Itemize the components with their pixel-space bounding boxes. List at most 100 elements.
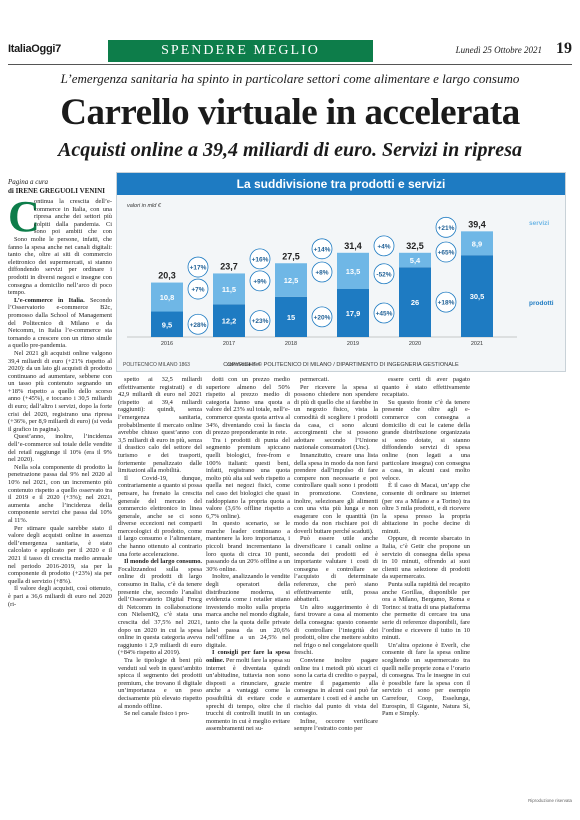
byline-label: Pagina a cura xyxy=(8,178,49,186)
total-label: 27,5 xyxy=(282,251,300,261)
legend-servizi: servizi xyxy=(529,220,549,227)
byline-author: di IRENE GREGUOLI VENINI xyxy=(8,187,105,195)
paragraph: Quest’anno, inoltre, l’incidenza dell’e-… xyxy=(8,433,112,464)
x-tick-label: 2016 xyxy=(161,341,173,347)
value-label-prodotti: 17,9 xyxy=(346,309,361,318)
growth-prodotti-circle xyxy=(187,313,209,335)
paragraph: Tra le tipologie di beni più venduti sul… xyxy=(118,656,202,710)
growth-totale-circle xyxy=(249,248,271,270)
paragraph: Se nel canale fisico i pro- xyxy=(124,710,190,718)
growth-totale-label: +14% xyxy=(314,246,331,253)
chart-title: La suddivisione tra prodotti e servizi xyxy=(117,173,565,195)
paragraph: Nel 2021 gli acquisti online valgono 39,… xyxy=(8,349,112,433)
growth-servizi-circle xyxy=(311,261,333,283)
chart-plot: valori in mld € 9,5 10,8 20,3 2016 12,2 11,5 23… xyxy=(127,203,554,347)
bar-servizi xyxy=(151,282,183,312)
kicker: L’emergenza sanitaria ha spinto in parti… xyxy=(60,71,520,86)
x-tick-label: 2018 xyxy=(285,341,297,347)
growth-servizi-label: +7% xyxy=(191,287,204,294)
column-4: permercati. Per ricevere la spesa si poss… xyxy=(294,376,378,806)
growth-prodotti-label: +28% xyxy=(190,322,207,329)
paragraph: Oppure, di recente sbarcato in Italia, c… xyxy=(382,535,470,581)
bar-servizi xyxy=(213,273,245,305)
paragraph: Un’altra opzione è Everli, che consente … xyxy=(382,641,470,718)
column-2: spetto ai 32,5 miliardi effettivamente r… xyxy=(118,376,202,806)
column-5: essere certi di aver pagato quanto è sta… xyxy=(382,376,470,806)
newspaper-logo: ItaliaOggi7 xyxy=(8,43,61,55)
subheadline: Acquisti online a 39,4 miliardi di euro.… xyxy=(58,139,522,161)
value-label-servizi: 5,4 xyxy=(410,256,421,265)
bar-prodotti xyxy=(213,304,245,337)
bar-servizi xyxy=(337,252,369,289)
value-label-servizi: 11,5 xyxy=(222,285,236,294)
growth-prodotti-label: +45% xyxy=(376,311,393,318)
paragraph: È il caso di Macai, un’app che consente … xyxy=(382,482,470,535)
legend-prodotti: prodotti xyxy=(529,300,554,307)
paragraph: In questo scenario, se le marche leader … xyxy=(206,520,290,573)
value-label-servizi: 10,8 xyxy=(160,293,175,302)
growth-servizi-label: +9% xyxy=(253,278,266,285)
value-label-servizi: 13,5 xyxy=(346,267,361,276)
paragraph: Tra i prodotti di punta del segmento pre… xyxy=(206,436,290,520)
column-1-top: ontinua la crescita dell’e-commerce in I… xyxy=(34,198,112,236)
bar-servizi xyxy=(461,231,493,256)
chart-copyright: COPYRIGHT © POLITECNICO DI MILANO / DIPA… xyxy=(223,362,459,368)
growth-servizi-circle xyxy=(187,278,209,300)
total-label: 32,5 xyxy=(406,241,424,251)
growth-servizi-circle xyxy=(373,263,395,285)
paragraph: Un altro suggerimento è di farsi trovare… xyxy=(294,603,378,657)
paragraph: permercati. xyxy=(300,376,329,383)
paragraph: spetto ai 32,5 miliardi effettivamente r… xyxy=(118,376,202,475)
growth-servizi-circle xyxy=(249,270,271,292)
section-title: SPENDERE MEGLIO xyxy=(108,40,373,62)
bar-servizi xyxy=(399,252,431,268)
growth-totale-label: +16% xyxy=(252,256,269,263)
value-label-prodotti: 9,5 xyxy=(162,320,172,329)
value-label-prodotti: 15 xyxy=(287,313,295,322)
bar-prodotti xyxy=(461,255,493,337)
value-label-prodotti: 26 xyxy=(411,298,419,307)
bar-prodotti xyxy=(337,288,369,337)
x-tick-label: 2019 xyxy=(347,341,359,347)
osservatori-logo: osservatori.net xyxy=(227,362,260,368)
growth-totale-label: +17% xyxy=(190,265,207,272)
paragraph: Su questo fronte c’è da tenere presente … xyxy=(382,398,470,482)
total-label: 31,4 xyxy=(344,241,362,251)
value-label-servizi: 8,9 xyxy=(472,239,482,248)
column-3: dotti con un prezzo medio superiore alme… xyxy=(206,376,290,806)
politecnico-logo: POLITECNICO MILANO 1863 xyxy=(123,362,190,368)
byline: Pagina a cura di IRENE GREGUOLI VENINI xyxy=(8,178,113,196)
growth-totale-circle xyxy=(435,216,457,238)
paragraph: Per stimare quale sarebbe stato il valor… xyxy=(8,524,112,585)
growth-totale-circle xyxy=(311,238,333,260)
growth-totale-label: +21% xyxy=(438,225,455,232)
bar-servizi xyxy=(275,263,307,297)
growth-prodotti-label: +20% xyxy=(314,314,331,321)
x-tick-label: 2020 xyxy=(409,341,421,347)
bar-prodotti xyxy=(275,296,307,337)
paragraph: Innanzitutto, creare una lista della spe… xyxy=(294,451,378,535)
masthead-divider xyxy=(8,64,572,65)
growth-prodotti-circle xyxy=(311,306,333,328)
bar-prodotti xyxy=(399,267,431,337)
bar-prodotti xyxy=(151,311,183,337)
growth-prodotti-label: +18% xyxy=(438,300,455,307)
paragraph: Sono molte le persone, infatti, che fann… xyxy=(8,236,112,297)
growth-prodotti-circle xyxy=(435,291,457,313)
total-label: 39,4 xyxy=(468,219,486,229)
paragraph: Infine, occorre verificare sempre l’estr… xyxy=(294,717,378,733)
column-1: Sono molte le persone, infatti, che fann… xyxy=(8,236,112,806)
paragraph: Per ricevere la spesa si possono chieder… xyxy=(294,383,378,452)
page-number: 19 xyxy=(556,40,572,57)
issue-date: Lunedì 25 Ottobre 2021 xyxy=(455,45,542,55)
paragraph: Può essere utile anche diversificare i c… xyxy=(294,535,378,604)
copyright-signature: Riproduzione riservata xyxy=(528,798,572,803)
value-label-servizi: 12,5 xyxy=(284,276,299,285)
paragraph: Inoltre, analizzando le vendite degli op… xyxy=(206,573,290,649)
paragraph: Nella sola componente di prodotto la pen… xyxy=(8,463,112,524)
total-label: 20,3 xyxy=(158,271,176,281)
paragraph: Punta sulla rapidità del recapito anche … xyxy=(382,581,470,642)
headline: Carrello virtuale in accelerata xyxy=(60,92,520,133)
paragraph: L’e-commerce in Italia. Secondo l’Osserv… xyxy=(8,296,112,350)
growth-totale-circle xyxy=(187,256,209,278)
